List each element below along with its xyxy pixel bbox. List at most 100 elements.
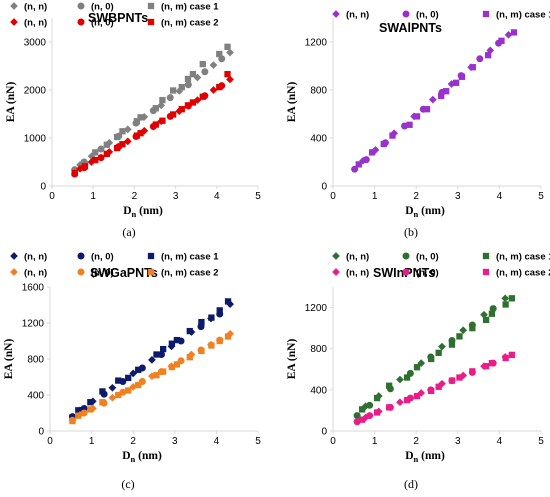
data-point	[152, 105, 159, 112]
x-tick-label: 3	[455, 436, 461, 447]
data-point	[166, 94, 174, 102]
legend-marker	[77, 268, 85, 276]
data-point	[362, 156, 370, 164]
data-point	[115, 377, 122, 384]
data-point	[173, 336, 181, 344]
data-point	[168, 340, 176, 347]
legend-label: (n, m) case 1	[161, 2, 219, 13]
data-point	[216, 307, 223, 314]
data-point	[443, 88, 450, 95]
legend-marker	[482, 252, 490, 260]
data-point	[508, 295, 516, 302]
data-point	[75, 412, 82, 419]
data-point	[125, 374, 132, 382]
data-point	[438, 342, 446, 351]
data-point	[97, 154, 105, 162]
data-point	[413, 364, 421, 371]
data-point	[153, 351, 160, 358]
y-tick-label: 0	[321, 182, 327, 193]
x-tick-label: 1	[89, 436, 95, 447]
legend-label: (n, n)	[346, 252, 369, 263]
data-point	[226, 75, 234, 84]
data-point	[189, 99, 197, 106]
series-n-m-case-2-5	[358, 351, 516, 423]
y-tick-label: 0	[40, 182, 46, 193]
data-point	[469, 64, 476, 71]
data-point	[401, 122, 409, 130]
panel-caption: (c)	[121, 477, 134, 491]
y-axis-label: EA (nN)	[286, 339, 298, 380]
data-point	[129, 383, 138, 391]
data-point	[482, 363, 490, 370]
legend-label: (n, 0)	[91, 2, 114, 13]
series-n-n-0	[361, 294, 510, 411]
data-point	[413, 392, 421, 400]
data-point	[502, 354, 509, 362]
data-point	[80, 409, 88, 417]
data-point	[123, 137, 132, 146]
legend-marker	[77, 2, 85, 10]
legend-marker	[147, 2, 155, 10]
x-tick-label: 1	[372, 436, 378, 447]
data-point	[169, 111, 177, 118]
legend-label: (n, m) case 1	[496, 252, 550, 263]
data-point	[403, 374, 411, 381]
x-axis-label: Dn (nm)	[405, 205, 445, 219]
data-point	[224, 71, 231, 78]
data-point	[186, 327, 193, 335]
data-point	[92, 149, 99, 156]
data-point	[135, 381, 142, 389]
data-point	[184, 81, 192, 89]
data-point	[456, 374, 463, 381]
legend-label: (n, m) case 2	[161, 268, 219, 279]
data-point	[209, 61, 218, 69]
data-point	[199, 60, 206, 68]
y-tick-label: 1600	[22, 283, 45, 294]
data-point	[368, 149, 376, 156]
data-point	[216, 83, 223, 91]
data-point	[435, 383, 442, 390]
y-tick-label: 2000	[24, 86, 47, 97]
legend: (n, n) (n, 0) (n, m) case 1 (n, n) (n, 0) (n,…	[332, 252, 550, 279]
x-tick-label: 0	[330, 191, 336, 202]
legend-marker	[147, 18, 155, 26]
x-tick-label: 0	[49, 191, 55, 202]
data-point	[184, 102, 192, 109]
y-axis-label: EA (nN)	[286, 82, 298, 123]
data-point	[208, 342, 215, 349]
legend-marker	[10, 2, 18, 10]
y-tick-label: 1000	[24, 134, 47, 145]
data-point	[458, 73, 466, 80]
data-point	[358, 416, 366, 423]
data-point	[403, 396, 411, 404]
data-point	[103, 150, 110, 157]
data-point	[366, 412, 374, 420]
data-point	[456, 333, 463, 340]
data-point	[119, 128, 126, 135]
data-point	[71, 169, 78, 177]
x-tick-label: 4	[214, 191, 220, 202]
series-n-m-case-1-2	[355, 29, 518, 168]
data-point	[160, 368, 167, 375]
y-tick-label: 1200	[22, 319, 45, 330]
x-tick-label: 1	[372, 191, 378, 202]
legend-label: (n, 0)	[91, 252, 114, 263]
x-tick-label: 2	[413, 191, 419, 202]
data-point	[216, 337, 223, 345]
data-point	[108, 393, 117, 402]
y-tick-label: 1200	[305, 303, 328, 314]
x-axis-label: Dn (nm)	[122, 450, 162, 464]
panel-title: SWGaPNTs	[90, 266, 158, 280]
data-point	[148, 356, 156, 364]
data-point	[159, 96, 166, 104]
x-tick-label: 4	[497, 191, 503, 202]
x-tick-label: 5	[538, 436, 544, 447]
legend-label: (n, m) case 2	[161, 18, 219, 29]
data-point	[125, 387, 132, 394]
data-point	[159, 117, 166, 124]
legend-label: (n, n)	[24, 18, 47, 29]
data-point	[498, 37, 505, 44]
data-point	[428, 387, 435, 395]
y-tick-label: 800	[27, 355, 44, 366]
